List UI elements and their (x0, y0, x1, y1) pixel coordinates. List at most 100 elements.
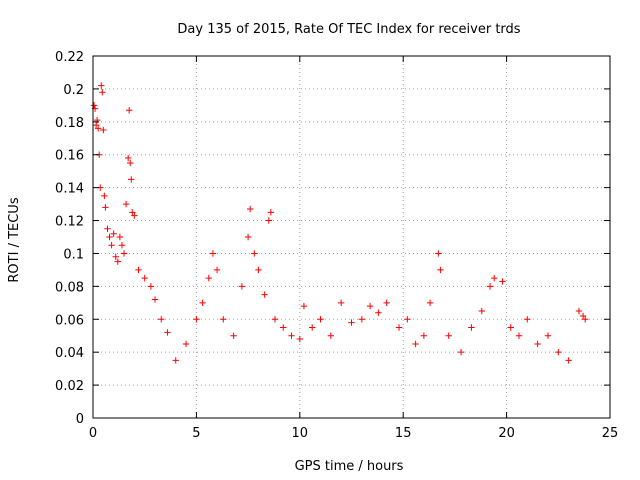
data-point (104, 225, 111, 232)
data-point (507, 324, 514, 331)
data-point (120, 250, 128, 257)
data-point (141, 274, 148, 282)
data-point (468, 324, 475, 331)
data-point (524, 316, 531, 323)
x-tick-label: 15 (395, 426, 412, 441)
y-tick-label: 0.08 (55, 280, 84, 295)
data-point (220, 316, 227, 323)
data-point (99, 89, 106, 96)
data-point (300, 302, 308, 310)
y-tick-labels: 0 0.02 0.04 0.06 0.08 0.1 0.12 0.14 0.16 0.18 0.2 0… (55, 50, 84, 427)
data-point (317, 316, 324, 323)
data-point (478, 307, 485, 315)
data-point (255, 266, 262, 274)
data-point (164, 329, 171, 336)
data-point (193, 316, 200, 323)
axis-ticks (92, 55, 611, 419)
data-point (90, 102, 98, 109)
data-point (101, 192, 108, 200)
data-point (280, 324, 287, 331)
data-point (128, 176, 135, 183)
data-point (244, 233, 252, 241)
data-point (575, 307, 583, 315)
x-tick-label: 10 (292, 426, 309, 441)
data-points (90, 82, 589, 364)
data-point (288, 332, 295, 339)
y-tick-label: 0 (76, 412, 84, 427)
data-point (404, 316, 411, 323)
data-point (445, 332, 452, 339)
data-point (358, 316, 366, 323)
data-point (271, 316, 279, 323)
data-point (499, 278, 506, 285)
y-tick-label: 0.12 (55, 215, 84, 230)
data-point (296, 335, 303, 343)
data-point (309, 324, 316, 331)
data-point (106, 233, 113, 241)
x-tick-label: 0 (89, 426, 97, 441)
data-point (395, 324, 403, 331)
data-point (267, 209, 275, 216)
data-point (131, 212, 138, 219)
data-point (534, 340, 541, 348)
x-tick-label: 20 (498, 426, 515, 441)
data-point (265, 217, 272, 224)
data-point (327, 332, 335, 339)
data-point (348, 319, 355, 326)
data-point (261, 291, 268, 298)
data-point (100, 126, 107, 134)
data-point (209, 250, 217, 257)
data-point (337, 299, 345, 307)
data-point (112, 253, 119, 260)
x-tick-label: 25 (602, 426, 619, 441)
data-point (124, 154, 132, 162)
data-point (457, 348, 465, 356)
y-tick-label: 0.04 (55, 346, 84, 361)
data-point (366, 302, 374, 310)
x-tick-labels: 0 5 10 15 20 25 (89, 426, 618, 441)
data-point (122, 200, 130, 208)
data-point (555, 348, 562, 356)
data-point (129, 209, 136, 216)
data-point (205, 274, 213, 282)
y-tick-label: 0.06 (55, 313, 84, 328)
data-point (490, 274, 498, 282)
data-point (375, 309, 382, 316)
data-point (127, 159, 134, 167)
data-point (426, 299, 434, 307)
data-point (114, 258, 122, 265)
data-point (565, 357, 572, 364)
data-point (383, 299, 390, 307)
data-point (110, 230, 117, 237)
grid-lines (93, 56, 610, 418)
data-point (116, 233, 124, 241)
data-point (93, 116, 101, 124)
data-point (230, 332, 237, 339)
data-point (158, 316, 165, 323)
y-tick-label: 0.14 (55, 182, 84, 197)
data-point (102, 204, 109, 211)
y-axis-label: ROTI / TECUs (7, 197, 22, 282)
data-point (420, 332, 428, 339)
data-point (213, 266, 221, 274)
data-point (412, 340, 419, 348)
x-axis-label: GPS time / hours (295, 459, 404, 474)
y-tick-label: 0.22 (55, 50, 84, 65)
data-point (437, 266, 444, 274)
data-point (581, 316, 589, 323)
data-point (182, 340, 190, 348)
y-tick-label: 0.2 (63, 83, 84, 98)
data-point (238, 283, 246, 290)
plot-frame (92, 55, 611, 419)
data-point (246, 205, 254, 213)
y-tick-label: 0.18 (55, 116, 84, 131)
data-point (435, 250, 442, 257)
data-point (199, 299, 206, 307)
data-point (135, 266, 142, 274)
data-point (172, 357, 179, 364)
data-point (147, 283, 155, 290)
y-tick-label: 0.1 (63, 247, 84, 262)
data-point (125, 107, 133, 114)
x-tick-label: 5 (192, 426, 200, 441)
